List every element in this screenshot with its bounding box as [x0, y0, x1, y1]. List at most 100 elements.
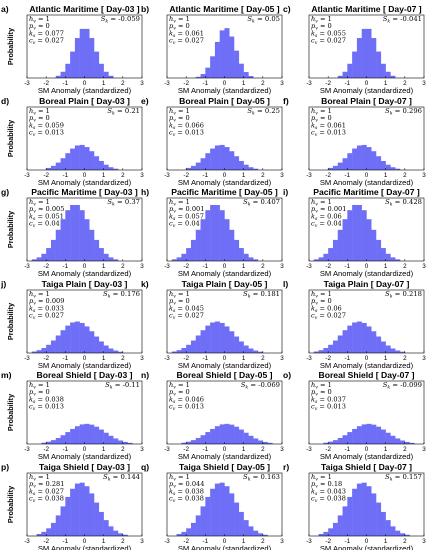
- x-tick-label: 3: [140, 446, 144, 453]
- x-tick-label: 1: [102, 263, 106, 270]
- panel-label: b): [141, 4, 149, 14]
- stat-line: hv = 1: [169, 107, 190, 117]
- x-tick-label: -2: [43, 355, 49, 362]
- x-tick-label: 2: [121, 538, 125, 545]
- x-tick-label: 1: [102, 446, 106, 453]
- histogram-bar: [332, 340, 338, 353]
- y-axis-label: Probability: [6, 211, 15, 248]
- histogram-bar: [181, 347, 187, 353]
- histogram-bar: [41, 253, 47, 261]
- x-tick-label: 2: [121, 80, 125, 87]
- stat-line: pv ≈ 0: [169, 22, 190, 32]
- x-tick-label: -3: [306, 80, 312, 87]
- histogram-panel: c) Atlantic Maritime [ Day-07 ] -3 -2 -1 0 1 2 3…: [283, 4, 426, 95]
- x-tick-label: 0: [365, 355, 369, 362]
- stat-line: pv ≈ 0.005: [29, 205, 64, 215]
- histogram-bar: [74, 145, 80, 170]
- histogram-bar: [65, 63, 71, 78]
- histogram-bar: [205, 67, 211, 78]
- x-axis-label: SM Anomaly (standardized): [38, 86, 132, 95]
- histogram-bar: [337, 229, 343, 261]
- histogram-bar: [224, 486, 230, 536]
- histogram-bar: [404, 534, 410, 536]
- histogram-bar: [190, 522, 196, 536]
- stat-line: hv = 1: [169, 473, 190, 483]
- stat-line: cv = 0.013: [169, 129, 204, 139]
- histogram-bar: [98, 341, 104, 353]
- x-tick-label: 0: [223, 172, 227, 179]
- histogram-bar: [248, 76, 254, 78]
- stat-line: hv = 1: [29, 290, 50, 300]
- histogram-bar: [234, 156, 240, 170]
- y-axis-label: Probability: [6, 120, 15, 157]
- histogram-bar: [50, 239, 56, 261]
- x-tick-label: -3: [24, 538, 30, 545]
- stat-line: hv = 1: [311, 473, 332, 483]
- x-tick-label: -1: [345, 80, 351, 87]
- histogram-bar: [200, 435, 206, 444]
- stat-line: ks = 0.038: [29, 395, 64, 405]
- panel-label: i): [283, 187, 288, 197]
- x-tick-label: -3: [24, 355, 30, 362]
- histogram-bar: [234, 239, 240, 261]
- histogram-bar: [366, 326, 372, 353]
- x-tick-label: 2: [121, 446, 125, 453]
- histogram-bar: [253, 438, 259, 444]
- histogram-bar: [248, 167, 254, 170]
- x-tick-label: 2: [403, 80, 407, 87]
- histogram-bar: [94, 239, 100, 261]
- stat-line: ks = 0.027: [29, 487, 64, 497]
- stat-line: ks = 0.055: [311, 29, 346, 39]
- histogram-bar: [409, 442, 415, 444]
- panel-title: Boreal Plain [ Day-03 ]: [39, 96, 130, 106]
- histogram-bar: [347, 325, 353, 353]
- histogram-bar: [79, 144, 85, 170]
- histogram-bar: [318, 350, 324, 353]
- histogram-bar: [210, 56, 216, 78]
- x-axis-label: SM Anomaly (standardized): [38, 452, 132, 461]
- histogram-panel: k) Taiga Plain [ Day-05 ] -3 -2 -1 0 1 2 3 hv = 1…: [141, 279, 284, 370]
- x-tick-label: -1: [203, 538, 209, 545]
- histogram-bar: [214, 483, 220, 536]
- x-tick-label: 1: [242, 446, 246, 453]
- stat-line: pv ≈ 0: [311, 297, 332, 307]
- skewness-label: Sk = -0.059: [101, 15, 140, 25]
- histogram-bar: [31, 351, 37, 353]
- stat-line: pv ≈ 0: [311, 22, 332, 32]
- x-tick-label: -2: [43, 446, 49, 453]
- histogram-panel: p) Taiga Shield [ Day-03 ] -3 -2 -1 0 1 2 3 hv = …: [1, 462, 144, 550]
- x-tick-label: -1: [345, 446, 351, 453]
- stat-line: cv = 0.038: [29, 495, 64, 505]
- panel-label: f): [283, 96, 289, 106]
- histogram-bar: [50, 165, 56, 170]
- stat-line: hv = 1: [29, 381, 50, 391]
- histogram-bar: [376, 239, 382, 261]
- histogram-bar: [328, 441, 334, 444]
- histogram-bar: [371, 151, 377, 170]
- histogram-bar: [390, 167, 396, 170]
- x-tick-label: 2: [121, 263, 125, 270]
- x-tick-label: 2: [261, 355, 265, 362]
- histogram-bar: [41, 531, 47, 536]
- x-tick-label: 1: [102, 172, 106, 179]
- histogram-bar: [98, 511, 104, 536]
- x-tick-label: -1: [203, 80, 209, 87]
- stat-line: ks = 0.06: [311, 212, 342, 222]
- stat-line: cv = 0.027: [169, 312, 204, 322]
- panel-label: n): [141, 370, 149, 380]
- stat-line: hv = 1: [29, 473, 50, 483]
- x-tick-label: 0: [83, 538, 87, 545]
- x-axis-label: SM Anomaly (standardized): [178, 544, 272, 550]
- histogram-bar: [385, 520, 391, 536]
- histogram-bar: [195, 229, 201, 261]
- histogram-bar: [385, 164, 391, 170]
- histogram-bar: [74, 38, 80, 78]
- x-tick-label: 3: [422, 446, 426, 453]
- x-tick-label: 3: [140, 80, 144, 87]
- histogram-bar: [176, 350, 182, 353]
- panel-title: Taiga Plain [ Day-03 ]: [42, 279, 128, 289]
- histogram-bar: [253, 350, 259, 353]
- histogram-bar: [390, 526, 396, 536]
- histogram-bar: [210, 148, 216, 170]
- x-tick-label: 2: [261, 446, 265, 453]
